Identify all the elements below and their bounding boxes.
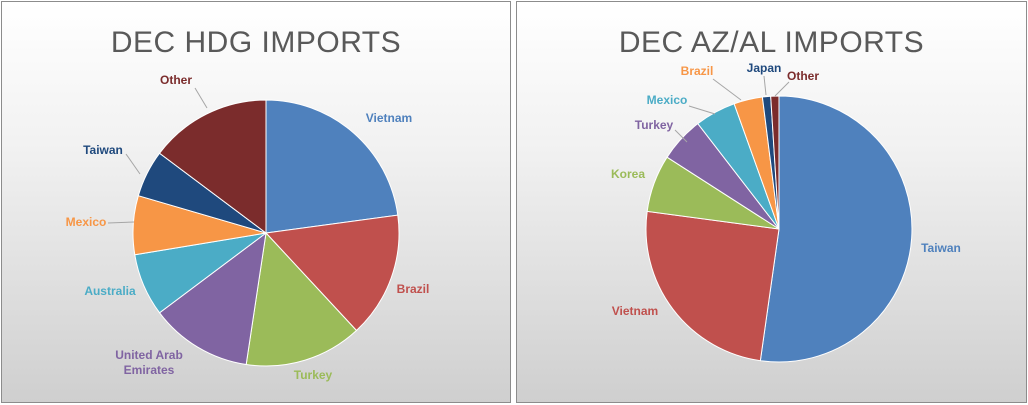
slice-label-taiwan: Taiwan [921, 241, 961, 255]
slice-label-other: Other [160, 73, 192, 87]
slice-label-korea: Korea [611, 167, 645, 181]
pie-slice-other [158, 99, 267, 234]
slice-label-turkey: Turkey [635, 118, 674, 132]
slice-label-mexico: Mexico [66, 215, 107, 229]
chart-title-hdg: DEC HDG IMPORTS [110, 26, 402, 59]
hdg-imports-chart: DEC HDG IMPORTS Vietnam Brazil Turkey Unite… [1, 1, 511, 403]
azal-pie: Taiwan Vietnam Korea Turkey Mexico Brazil Japa… [611, 61, 961, 363]
pie-slice-other [770, 95, 780, 230]
pie-slice-united-arab-emirates [158, 231, 267, 366]
slice-label-japan: Japan [747, 61, 782, 75]
pie-slice-vietnam [265, 99, 399, 234]
slice-label-vietnam: Vietnam [366, 111, 412, 125]
pie-slice-turkey [245, 231, 358, 367]
slice-label-brazil: Brazil [397, 282, 430, 296]
leader-line-mexico [688, 105, 716, 115]
leader-line-other [194, 87, 208, 109]
leader-line-mexico [107, 221, 135, 224]
leader-line-taiwan [125, 153, 141, 175]
chart-title-azal: DEC AZ/AL IMPORTS [618, 26, 925, 59]
slice-label-australia: Australia [84, 284, 136, 298]
slice-label-united-arab-emirates: United Arab Emirates [115, 348, 183, 377]
slice-label-mexico: Mexico [647, 93, 688, 107]
pie-slice-taiwan [759, 95, 913, 363]
slice-label-brazil: Brazil [681, 64, 714, 78]
pie-slice-vietnam [645, 210, 780, 362]
slice-label-turkey: Turkey [294, 368, 333, 382]
hdg-pie: Vietnam Brazil Turkey United Arab Emirates Au… [66, 73, 430, 382]
slice-label-vietnam: Vietnam [612, 304, 658, 318]
leader-line-brazil [712, 78, 742, 101]
leader-line-other [774, 81, 790, 97]
leader-line-japan [763, 75, 767, 96]
slice-label-other: Other [787, 69, 819, 83]
azal-imports-chart: DEC AZ/AL IMPORTS Taiwan Vietnam Korea Turk… [516, 1, 1027, 403]
leader-line-turkey [674, 129, 688, 143]
slice-label-taiwan: Taiwan [83, 143, 123, 157]
pie-slice-brazil [264, 214, 400, 332]
